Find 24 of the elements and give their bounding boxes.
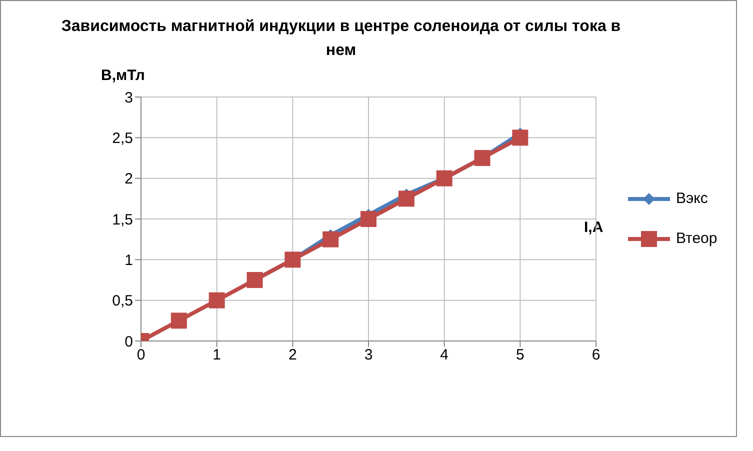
x-tick-label: 2: [288, 346, 297, 364]
x-tick-label: 0: [136, 346, 146, 364]
y-tick-label: 0: [124, 333, 133, 350]
y-tick-label: 2,5: [112, 130, 133, 147]
y-tick-label: 0,5: [112, 292, 133, 310]
x-tick-label: 1: [212, 346, 222, 364]
point: [208, 292, 225, 308]
point: [512, 130, 528, 146]
point: [322, 231, 339, 248]
y-tick-label: 3: [124, 89, 133, 106]
legend-label: Втеор: [676, 230, 718, 247]
y-tick-label: 2: [124, 170, 133, 188]
x-tick-label: 4: [440, 346, 449, 364]
y-tick-label: 1,5: [112, 211, 133, 228]
legend-label: Вэкс: [676, 190, 708, 207]
point: [170, 312, 187, 329]
x-tick-label: 6: [592, 346, 600, 364]
point: [398, 190, 414, 207]
x-tick-label: 3: [364, 346, 373, 364]
x-tick-label: 5: [516, 346, 524, 364]
y-tick-label: 1: [124, 252, 133, 269]
y-axis-title: B,мТл: [101, 67, 145, 84]
point: [360, 211, 376, 227]
chart-title: Зависимость магнитной индукции в центре соленоида от силы тока в нем: [61, 17, 621, 61]
